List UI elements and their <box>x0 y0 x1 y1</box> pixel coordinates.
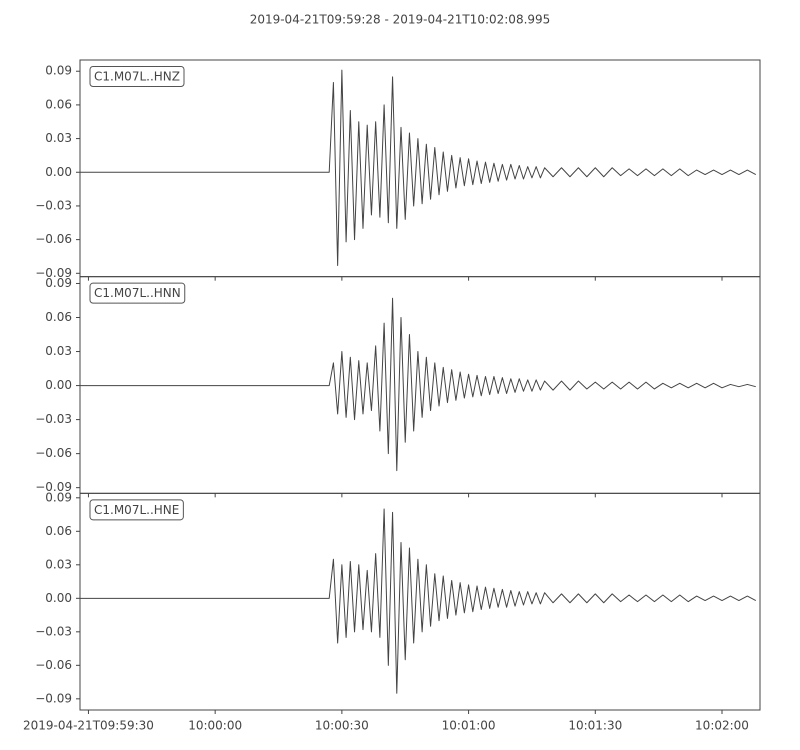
trace-label-box <box>89 66 185 87</box>
y-tick-label: 0.06 <box>45 310 72 324</box>
panel-frame <box>79 492 761 711</box>
trace <box>80 297 756 472</box>
y-tick-label: 0.06 <box>45 97 72 111</box>
trace <box>80 69 757 266</box>
y-tick-label: 0.03 <box>45 131 72 145</box>
y-tick-label: −0.03 <box>35 198 72 212</box>
trace-label: C1.M07L..HNN <box>94 286 181 300</box>
y-tick-label: −0.09 <box>35 691 72 705</box>
y-tick-label: −0.03 <box>35 624 72 638</box>
y-tick-label: 0.00 <box>45 165 72 179</box>
y-tick-label: −0.09 <box>35 480 72 494</box>
y-tick-label: −0.06 <box>35 232 72 246</box>
chart-title: 2019-04-21T09:59:28 - 2019-04-21T10:02:0… <box>250 13 551 27</box>
trace-label-box <box>89 499 184 521</box>
y-tick-label: −0.06 <box>35 658 72 672</box>
y-tick-label: 0.09 <box>45 64 72 78</box>
y-tick-label: −0.06 <box>35 446 72 460</box>
y-tick-label: 0.00 <box>45 378 72 392</box>
x-tick-label: 10:02:00 <box>695 719 749 733</box>
x-tick-label: 10:00:30 <box>315 719 369 733</box>
x-tick-label: 10:00:00 <box>188 719 242 733</box>
y-tick-label: −0.09 <box>35 266 72 280</box>
y-tick-label: 0.03 <box>45 344 72 358</box>
y-tick-label: 0.09 <box>45 490 72 504</box>
trace-label-box <box>89 282 186 304</box>
x-tick-label: 10:01:00 <box>442 719 496 733</box>
y-tick-label: 0.09 <box>45 276 72 290</box>
y-tick-label: −0.03 <box>35 412 72 426</box>
trace <box>80 508 757 694</box>
y-tick-label: 0.00 <box>45 591 72 605</box>
trace-label: C1.M07L..HNZ <box>94 70 180 84</box>
x-tick-label: 10:01:30 <box>568 719 622 733</box>
trace-label: C1.M07L..HNE <box>94 503 179 517</box>
x-tick-label: 2019-04-21T09:59:30 <box>23 719 154 733</box>
y-tick-label: 0.06 <box>45 524 72 538</box>
y-tick-label: 0.03 <box>45 557 72 571</box>
